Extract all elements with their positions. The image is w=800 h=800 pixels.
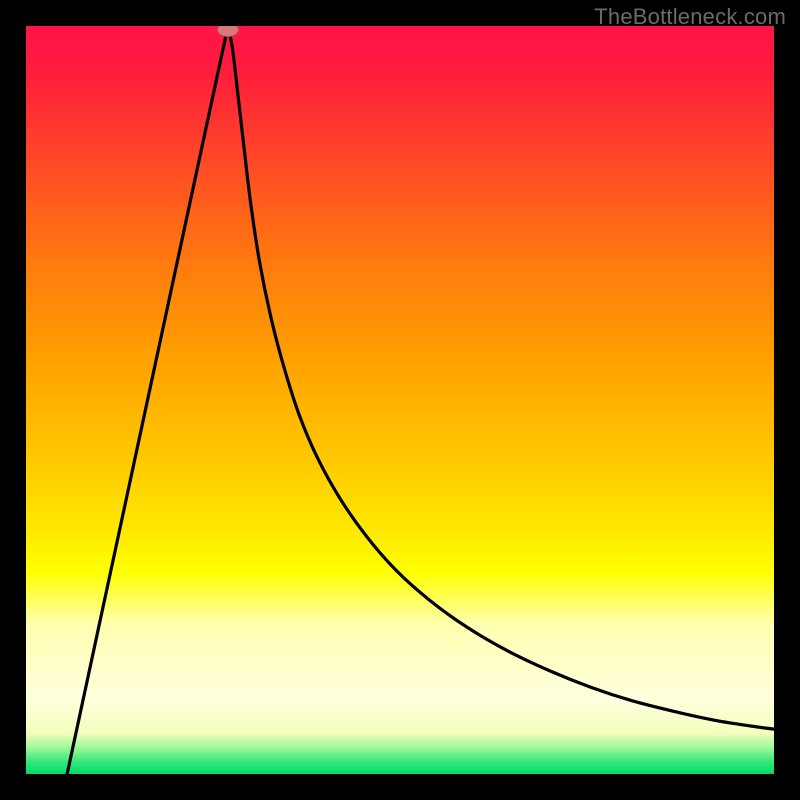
gradient-background: [26, 26, 774, 774]
bottleneck-chart: [0, 0, 800, 800]
chart-container: TheBottleneck.com: [0, 0, 800, 800]
watermark: TheBottleneck.com: [594, 4, 786, 30]
